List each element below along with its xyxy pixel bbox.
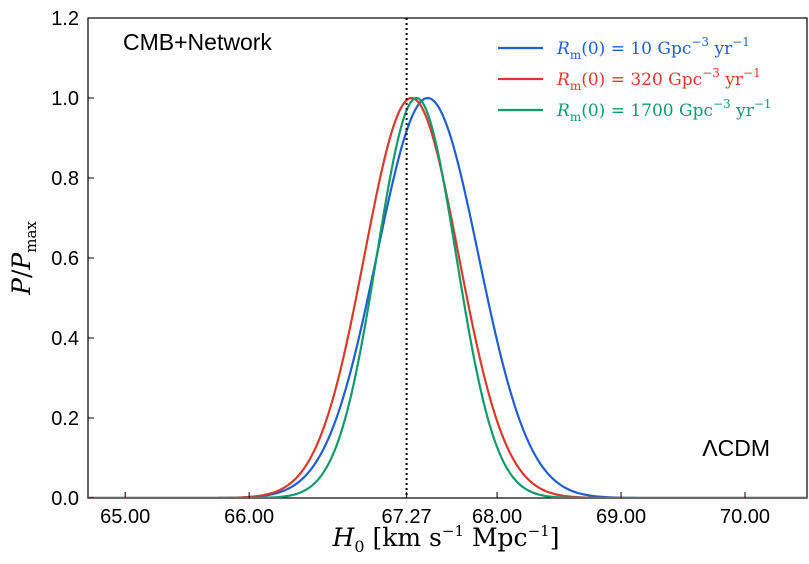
annotation-top-left: CMB+Network bbox=[123, 29, 272, 55]
plot-frame bbox=[87, 17, 808, 499]
y-tick-label: 1.2 bbox=[51, 8, 79, 30]
y-tick-label: 0.2 bbox=[51, 408, 79, 430]
series-line-2 bbox=[88, 96, 807, 498]
x-tick-label: 66.00 bbox=[224, 506, 274, 528]
y-tick-label: 0.8 bbox=[51, 168, 79, 190]
series-group bbox=[88, 96, 807, 498]
y-axis-title: P/Pmax bbox=[7, 221, 40, 296]
x-tick-label: 65.00 bbox=[100, 506, 150, 528]
series-line-3 bbox=[88, 96, 807, 498]
y-tick-label: 0.6 bbox=[51, 248, 79, 270]
y-tick-label: 0.0 bbox=[51, 488, 79, 510]
series-line-1 bbox=[88, 96, 807, 498]
legend: Rm(0) = 10 Gpc−3 yr−1 Rm(0) = 320 Gpc−3 y… bbox=[498, 35, 772, 124]
x-axis: 65.00 66.00 67.27 68.00 69.00 70.00 bbox=[100, 492, 770, 528]
legend-label-2: Rm(0) = 320 Gpc−3 yr−1 bbox=[556, 66, 761, 93]
x-tick-label: 67.27 bbox=[382, 506, 432, 528]
legend-label-3: Rm(0) = 1700 Gpc−3 yr−1 bbox=[556, 97, 772, 124]
x-tick-label: 70.00 bbox=[720, 506, 770, 528]
svg-text:P/Pmax: P/Pmax bbox=[7, 221, 40, 296]
y-tick-label: 1.0 bbox=[51, 88, 79, 110]
x-tick-label: 69.00 bbox=[596, 506, 646, 528]
x-axis-title: H0 [km s−1 Mpc−1] bbox=[332, 522, 560, 556]
y-axis: 0.0 0.2 0.4 0.6 0.8 1.0 1.2 bbox=[51, 8, 94, 510]
y-tick-label: 0.4 bbox=[51, 328, 79, 350]
legend-label-1: Rm(0) = 10 Gpc−3 yr−1 bbox=[556, 35, 750, 62]
x-tick-label: 68.00 bbox=[472, 506, 522, 528]
annotation-model: ΛCDM bbox=[702, 435, 770, 461]
